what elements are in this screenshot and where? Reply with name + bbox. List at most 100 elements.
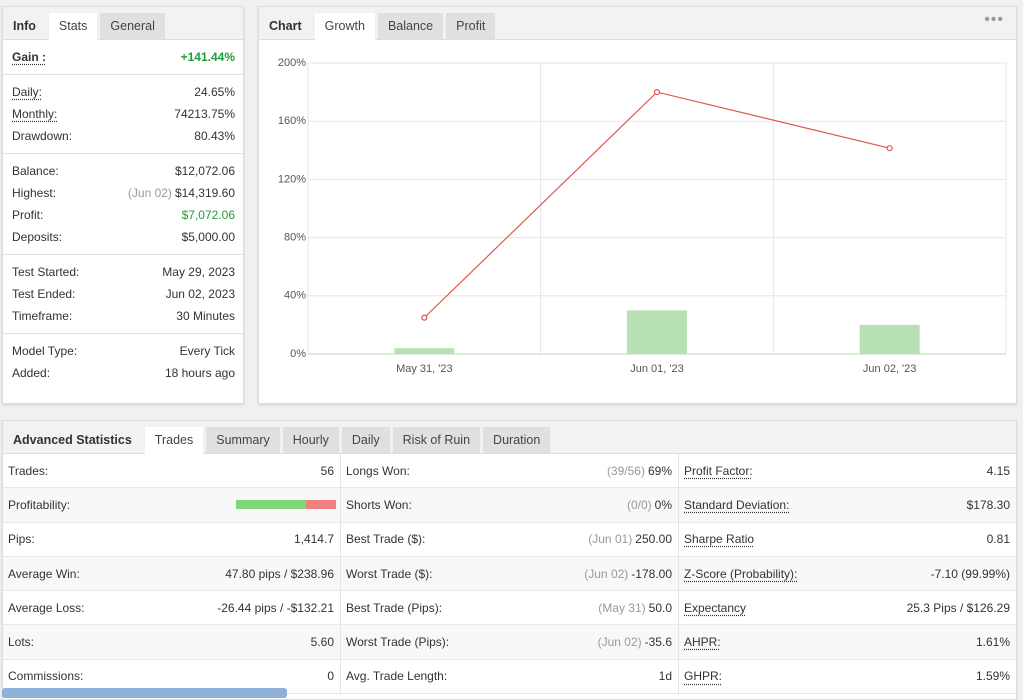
table-label-text: Best Trade ($): [346, 532, 426, 547]
table-value: 4.15 [986, 463, 1010, 478]
table-note: (39/56) [606, 463, 645, 478]
y-tick-label: 80% [284, 232, 306, 244]
table-label: AHPR: [684, 635, 976, 649]
y-tick-label: 200% [278, 57, 306, 69]
stats-group: Test Started: May 29, 2023 Test Ended: Jun … [3, 254, 243, 333]
x-tick-label: Jun 01, '23 [630, 363, 683, 375]
table-value: 47.80 pips / $238.96 [225, 566, 334, 581]
stats-group: Gain : +141.44% [3, 40, 243, 74]
table-value: 1.59% [975, 669, 1010, 684]
tab[interactable]: Growth [314, 13, 375, 40]
menu-icon[interactable]: ••• [984, 11, 1004, 28]
stats-label-text: Test Started: [12, 265, 80, 279]
stats-row: Drawdown: 80.43% [3, 125, 243, 147]
growth-line [423, 91, 890, 319]
table-label: Average Win: [8, 567, 225, 581]
table-value: 69% [647, 463, 672, 478]
stats-label: Timeframe: [12, 309, 176, 323]
stats-label: Highest: [12, 186, 128, 200]
table-row: Standard Deviation: $178.30 [679, 488, 1016, 523]
table-value: 1,414.7 [293, 532, 334, 547]
table-value: 25.3 Pips / $126.29 [906, 600, 1010, 615]
bar [859, 324, 920, 354]
table-label: Sharpe Ratio [684, 532, 987, 546]
tab[interactable]: Daily [341, 427, 390, 453]
table-value: 5.60 [310, 635, 334, 650]
stats-value: 80.43% [194, 129, 235, 143]
tab[interactable]: Profit [446, 13, 496, 39]
table-label: Shorts Won: [346, 498, 627, 512]
lost-bar [306, 500, 336, 510]
table-label: Pips: [8, 532, 294, 546]
stats-label: Deposits: [12, 230, 182, 244]
table-row: Sharpe Ratio 0.81 [679, 523, 1016, 557]
table-row: Lots: 5.60 [3, 625, 340, 660]
tab: Info [13, 19, 36, 33]
table-row: GHPR: 1.59% [679, 660, 1016, 695]
stats-label-text: Highest: [12, 186, 57, 200]
table-label-text: Worst Trade ($): [346, 566, 433, 581]
table-note: (0/0) [626, 497, 652, 512]
stats-body: Gain : +141.44% Daily: 24.65% Monthly: 74213.… [3, 40, 243, 390]
table-value: 1d [658, 669, 672, 684]
stats-label: Model Type: [12, 344, 180, 358]
stats-group: Balance: $12,072.06 Highest: (Jun 02) $14,31… [3, 153, 243, 254]
stats-value: Every Tick [179, 344, 235, 358]
table-row: Longs Won: (39/56) 69% [341, 454, 678, 489]
y-tick-label: 40% [284, 290, 306, 302]
tab[interactable]: Duration [483, 427, 551, 453]
stats-label: Test Started: [12, 265, 162, 279]
table-row: Worst Trade ($): (Jun 02) -178.00 [341, 556, 678, 592]
chart-tabs: Chart Growth Balance Profit [259, 7, 1016, 40]
table-label-text: Average Loss: [8, 600, 85, 615]
table-value: $178.30 [966, 497, 1010, 512]
table-label: Standard Deviation: [684, 498, 967, 512]
stats-label-text: Monthly: [12, 107, 58, 121]
tab[interactable]: Summary [206, 427, 280, 453]
table-label-text: GHPR: [684, 669, 723, 684]
stats-value: $7,072.06 [181, 208, 235, 222]
table-label-text: Lots: [8, 635, 35, 650]
stats-label: Gain : [12, 50, 181, 64]
stats-row: Gain : +141.44% [3, 46, 243, 68]
advanced-tabs: Advanced Statistics Trades Summary Hourly Da… [3, 421, 1016, 454]
tab[interactable]: General [100, 13, 165, 39]
table-column: Longs Won: (39/56) 69% Shorts Won: (0/0) 0% Be… [341, 454, 679, 695]
x-tick-label: May 31, '23 [396, 363, 453, 375]
stats-label-text: Balance: [12, 164, 59, 178]
table-row: Z-Score (Probability): -7.10 (99.99%) [679, 556, 1016, 592]
stats-row: Model Type: Every Tick [3, 340, 243, 362]
tab[interactable]: Risk of Ruin [392, 427, 481, 453]
stats-value: 30 Minutes [176, 309, 235, 323]
tab[interactable]: Stats [48, 13, 98, 40]
table-note: (Jun 02) [584, 566, 629, 581]
table-label: Average Loss: [8, 601, 217, 615]
table-label-text: Sharpe Ratio [684, 532, 755, 547]
table-value: -7.10 (99.99%) [930, 566, 1010, 581]
stats-row: Timeframe: 30 Minutes [3, 305, 243, 327]
tab[interactable]: Balance [377, 13, 444, 39]
stats-row: Balance: $12,072.06 [3, 160, 243, 182]
tab[interactable]: Hourly [282, 427, 339, 453]
stats-value: $12,072.06 [174, 164, 235, 178]
chart: 0% 40% 80% 120% 160% 200% May 31, '23 Jun 01, '… [278, 57, 1007, 375]
table-label: Best Trade (Pips): [346, 601, 598, 615]
tab[interactable]: Trades [144, 427, 204, 454]
stats-value: +141.44% [180, 50, 235, 64]
stats-row: Deposits: $5,000.00 [3, 226, 243, 248]
table-row: Best Trade ($): (Jun 01) 250.00 [341, 523, 678, 557]
stats-label: Added: [12, 366, 165, 380]
table-value: 250.00 [635, 532, 672, 547]
table-label-text: Profit Factor: [684, 463, 753, 478]
stats-label-text: Deposits: [12, 230, 63, 244]
table-label: Worst Trade ($): [346, 567, 584, 581]
stats-tabs: Info Stats General [3, 7, 243, 40]
table-row: Best Trade (Pips): (May 31) 50.0 [341, 591, 678, 626]
tab: Advanced Statistics [13, 433, 132, 447]
bar [394, 348, 455, 354]
table-label: Longs Won: [346, 464, 607, 478]
line-point [421, 314, 428, 321]
table-value: -178.00 [631, 566, 672, 581]
table-row: Expectancy 25.3 Pips / $126.29 [679, 591, 1016, 626]
advanced-table: Trades: 56 Profitability: Pips: 1,414.7 Avera… [3, 454, 1016, 695]
